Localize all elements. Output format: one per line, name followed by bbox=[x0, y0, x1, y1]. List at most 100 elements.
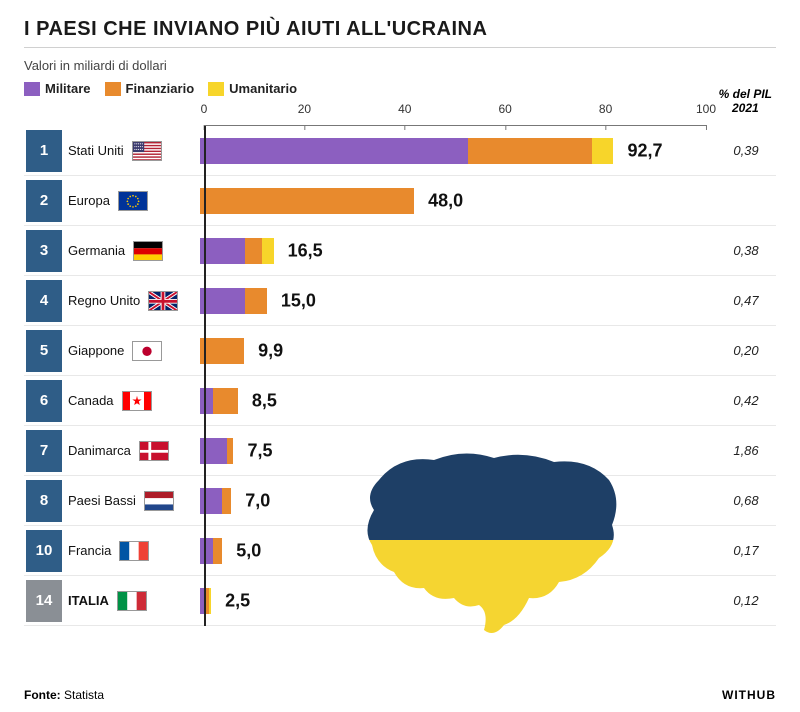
bar-area: 16,5 bbox=[200, 226, 646, 275]
table-row: 2 Europa 48,0 bbox=[24, 176, 776, 226]
bar-segment-umanitario bbox=[209, 588, 211, 614]
bar-value-label: 8,5 bbox=[252, 390, 277, 411]
legend-label: Militare bbox=[45, 81, 91, 96]
country-name: ITALIA bbox=[68, 593, 109, 608]
gdp-value: 0,42 bbox=[716, 393, 776, 408]
bar-area: 8,5 bbox=[200, 376, 646, 425]
country-cell: Europa bbox=[68, 191, 200, 211]
gdp-value: 0,12 bbox=[716, 593, 776, 608]
bar-segment-umanitario bbox=[592, 138, 613, 164]
table-row: 10 Francia 5,0 0,17 bbox=[24, 526, 776, 576]
rank-badge: 8 bbox=[26, 480, 62, 522]
axis-tick: 20 bbox=[298, 102, 311, 125]
legend-swatch bbox=[208, 82, 224, 96]
bar-area: 9,9 bbox=[200, 326, 646, 375]
bar-area: 2,5 bbox=[200, 576, 646, 625]
country-name: Canada bbox=[68, 393, 114, 408]
bar-value-label: 15,0 bbox=[281, 290, 316, 311]
rank-badge: 14 bbox=[26, 580, 62, 622]
rank-badge: 5 bbox=[26, 330, 62, 372]
rank-badge: 7 bbox=[26, 430, 62, 472]
rank-badge: 3 bbox=[26, 230, 62, 272]
country-name: Francia bbox=[68, 543, 111, 558]
flag-icon bbox=[118, 191, 148, 211]
table-row: 3Germania16,50,38 bbox=[24, 226, 776, 276]
gdp-value: 0,17 bbox=[716, 543, 776, 558]
country-cell: Danimarca bbox=[68, 441, 200, 461]
source: Fonte: Statista bbox=[24, 688, 104, 702]
table-row: 8 Paesi Bassi 7,0 0,68 bbox=[24, 476, 776, 526]
flag-icon bbox=[132, 341, 162, 361]
rank-badge: 2 bbox=[26, 180, 62, 222]
country-name: Paesi Bassi bbox=[68, 493, 136, 508]
legend-label: Umanitario bbox=[229, 81, 297, 96]
legend-label: Finanziario bbox=[126, 81, 195, 96]
gdp-value: 0,20 bbox=[716, 343, 776, 358]
country-name: Stati Uniti bbox=[68, 143, 124, 158]
axis-tick: 0 bbox=[201, 102, 208, 125]
bar-value-label: 2,5 bbox=[225, 590, 250, 611]
bar-segment-militare bbox=[200, 288, 245, 314]
rank-badge: 4 bbox=[26, 280, 62, 322]
flag-icon bbox=[122, 391, 152, 411]
flag-icon bbox=[132, 141, 162, 161]
flag-icon bbox=[119, 541, 149, 561]
bar-area: 5,0 bbox=[200, 526, 646, 575]
rank-badge: 6 bbox=[26, 380, 62, 422]
legend-swatch bbox=[105, 82, 121, 96]
chart-title: I PAESI CHE INVIANO PIÙ AIUTI ALL'UCRAIN… bbox=[24, 18, 776, 41]
rank-badge: 10 bbox=[26, 530, 62, 572]
table-row: 4Regno Unito15,00,47 bbox=[24, 276, 776, 326]
country-name: Giappone bbox=[68, 343, 124, 358]
gdp-value: 0,68 bbox=[716, 493, 776, 508]
bar-segment-finanziario bbox=[468, 138, 593, 164]
bar-segment-finanziario bbox=[245, 288, 267, 314]
country-name: Regno Unito bbox=[68, 293, 140, 308]
legend-item: Militare bbox=[24, 81, 91, 96]
table-row: 14 ITALIA 2,5 0,12 bbox=[24, 576, 776, 626]
chart-subtitle: Valori in miliardi di dollari bbox=[24, 58, 776, 73]
flag-icon bbox=[148, 291, 178, 311]
bar-value-label: 16,5 bbox=[288, 240, 323, 261]
footer: Fonte: Statista WITHUB bbox=[24, 688, 776, 702]
legend-item: Umanitario bbox=[208, 81, 297, 96]
table-row: 7 Danimarca 7,5 1,86 bbox=[24, 426, 776, 476]
bar-segment-finanziario bbox=[227, 438, 234, 464]
gdp-header-line1: % del PIL bbox=[719, 88, 772, 102]
bar-value-label: 7,5 bbox=[247, 440, 272, 461]
flag-icon bbox=[133, 241, 163, 261]
axis-tick: 100 bbox=[696, 102, 716, 125]
gdp-value: 0,39 bbox=[716, 143, 776, 158]
bar-value-label: 48,0 bbox=[428, 190, 463, 211]
bar-value-label: 7,0 bbox=[245, 490, 270, 511]
flag-icon bbox=[144, 491, 174, 511]
source-label: Fonte: bbox=[24, 688, 61, 702]
country-cell: Stati Uniti bbox=[68, 141, 200, 161]
axis-tick: 40 bbox=[398, 102, 411, 125]
table-row: 5 Giappone 9,9 0,20 bbox=[24, 326, 776, 376]
x-axis: 020406080100 bbox=[204, 102, 706, 126]
country-cell: Regno Unito bbox=[68, 291, 200, 311]
table-row: 6 Canada 8,5 0,42 bbox=[24, 376, 776, 426]
bar-segment-finanziario bbox=[222, 488, 231, 514]
bar-area: 15,0 bbox=[200, 276, 646, 325]
bar-value-label: 9,9 bbox=[258, 340, 283, 361]
bar-segment-finanziario bbox=[245, 238, 263, 264]
country-cell: ITALIA bbox=[68, 591, 200, 611]
country-cell: Paesi Bassi bbox=[68, 491, 200, 511]
bar-segment-militare bbox=[200, 388, 213, 414]
country-cell: Francia bbox=[68, 541, 200, 561]
bar-area: 7,5 bbox=[200, 426, 646, 475]
country-cell: Germania bbox=[68, 241, 200, 261]
axis-tick: 60 bbox=[499, 102, 512, 125]
source-value: Statista bbox=[64, 688, 104, 702]
chart-rows: 1 Stati Uniti 92,7 0,39 2 Europa 48,0 3 Germania… bbox=[24, 126, 776, 626]
country-name: Europa bbox=[68, 193, 110, 208]
zero-axis-line bbox=[204, 126, 206, 626]
bar-segment-finanziario bbox=[213, 388, 238, 414]
title-divider bbox=[24, 47, 776, 48]
rank-badge: 1 bbox=[26, 130, 62, 172]
legend: Militare Finanziario Umanitario bbox=[24, 81, 776, 96]
bar-value-label: 92,7 bbox=[627, 140, 662, 161]
gdp-value: 1,86 bbox=[716, 443, 776, 458]
